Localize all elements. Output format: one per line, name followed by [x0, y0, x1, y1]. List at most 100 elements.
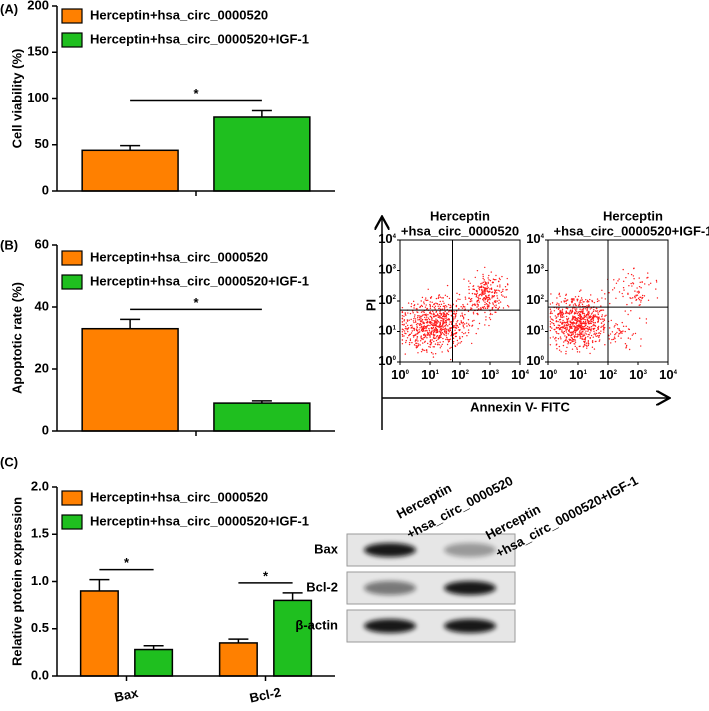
tick-base: 10: [659, 367, 673, 382]
event-dot: [631, 302, 633, 304]
event-dot: [436, 319, 438, 321]
event-dot: [601, 297, 603, 299]
tick-exponent: 4: [526, 370, 530, 376]
event-dot: [559, 325, 561, 327]
event-dot: [630, 282, 632, 285]
event-dot: [446, 338, 449, 341]
event-dot: [566, 318, 568, 320]
event-dot: [425, 322, 428, 324]
event-dot: [575, 309, 577, 312]
event-dot: [409, 339, 412, 342]
event-dot: [442, 328, 444, 330]
event-dot: [558, 304, 560, 307]
event-dot: [433, 340, 435, 343]
tick-base: 10: [629, 367, 643, 382]
legend-swatch: [61, 274, 83, 290]
tick-exponent: 4: [674, 370, 678, 376]
event-dot: [439, 331, 442, 333]
event-dot: [430, 313, 433, 315]
event-dot: [579, 311, 582, 313]
event-dot: [444, 310, 446, 313]
event-dot: [455, 323, 457, 325]
panel-label: (B): [0, 237, 18, 252]
event-dot: [571, 340, 573, 343]
event-dot: [410, 332, 413, 334]
event-dot: [406, 324, 409, 327]
event-dot: [448, 329, 450, 331]
event-dot: [430, 333, 433, 335]
event-dot: [556, 316, 558, 318]
event-dot: [556, 343, 558, 345]
event-dot: [590, 334, 593, 337]
event-dot: [602, 309, 605, 311]
event-dot: [559, 328, 562, 330]
event-dot: [443, 315, 445, 318]
event-dot: [500, 294, 503, 296]
tick-label: 101: [421, 367, 439, 382]
event-dot: [442, 319, 444, 321]
event-dot: [597, 328, 599, 331]
tick-exponent: 2: [466, 370, 470, 376]
event-dot: [482, 277, 484, 280]
event-dot: [570, 336, 573, 339]
event-dot: [488, 306, 490, 308]
event-dot: [469, 300, 471, 303]
event-dot: [475, 332, 477, 335]
event-dot: [466, 325, 468, 327]
event-dot: [404, 353, 406, 355]
event-dot: [418, 323, 420, 325]
event-dot: [561, 326, 564, 328]
event-dot: [636, 291, 638, 293]
event-dot: [579, 314, 582, 316]
event-dot: [460, 320, 462, 322]
event-dot: [566, 312, 569, 314]
legend-label: Herceptin+hsa_circ_0000520: [90, 489, 268, 504]
tick-exponent: 2: [614, 370, 618, 376]
event-dot: [462, 315, 464, 318]
event-dot: [419, 324, 421, 327]
event-dot: [593, 330, 595, 332]
event-dot: [588, 334, 590, 336]
event-dot: [567, 341, 570, 344]
legend-label: Herceptin+hsa_circ_0000520+IGF-1: [90, 273, 309, 288]
event-dot: [564, 297, 566, 300]
event-dot: [635, 295, 637, 297]
event-dot: [466, 303, 469, 305]
event-dot: [418, 318, 421, 321]
event-dot: [558, 293, 560, 296]
tick-base: 10: [391, 367, 405, 382]
event-dot: [618, 333, 620, 335]
event-dot: [485, 289, 487, 291]
event-dot: [596, 310, 599, 312]
event-dot: [616, 324, 619, 326]
event-dot: [487, 286, 489, 289]
event-dot: [581, 308, 583, 311]
event-dot: [431, 327, 434, 330]
event-dot: [438, 294, 440, 297]
event-dot: [494, 301, 497, 304]
event-dot: [457, 342, 459, 344]
event-dot: [567, 334, 570, 337]
event-dot: [463, 327, 465, 329]
event-dot: [488, 274, 490, 277]
event-dot: [446, 319, 448, 321]
event-dot: [594, 334, 597, 336]
event-dot: [549, 323, 552, 325]
event-dot: [500, 291, 503, 294]
event-dot: [468, 297, 470, 299]
event-dot: [638, 285, 641, 288]
event-dot: [565, 315, 568, 318]
event-dot: [572, 323, 574, 326]
event-dot: [468, 292, 470, 294]
event-dot: [486, 300, 489, 303]
event-dot: [553, 310, 556, 312]
event-dot: [401, 323, 404, 326]
event-dot: [494, 289, 496, 291]
bar: [273, 599, 313, 677]
event-dot: [429, 331, 431, 333]
event-dot: [624, 342, 627, 345]
event-dot: [447, 349, 449, 351]
blot-band: [364, 543, 416, 557]
event-dot: [575, 311, 578, 313]
event-dot: [502, 307, 505, 309]
